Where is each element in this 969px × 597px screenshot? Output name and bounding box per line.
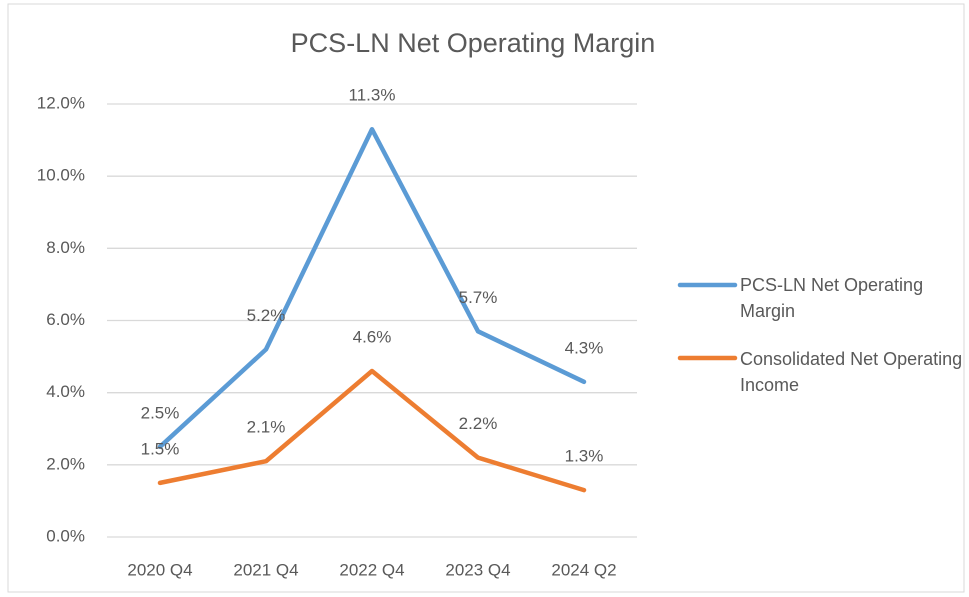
x-tick-label: 2021 Q4 bbox=[233, 560, 298, 579]
chart-title: PCS-LN Net Operating Margin bbox=[291, 28, 656, 58]
y-tick-label: 12.0% bbox=[37, 93, 85, 112]
data-label: 4.3% bbox=[565, 338, 604, 357]
data-label: 5.2% bbox=[247, 306, 286, 325]
data-label: 2.1% bbox=[247, 418, 286, 437]
legend-label: Consolidated Net Operating Income bbox=[740, 349, 963, 395]
data-label: 2.2% bbox=[459, 414, 498, 433]
y-tick-label: 0.0% bbox=[46, 526, 85, 545]
data-label: 11.3% bbox=[349, 86, 396, 105]
data-label: 4.6% bbox=[353, 328, 392, 347]
y-tick-label: 4.0% bbox=[46, 382, 85, 401]
data-label: 1.5% bbox=[141, 439, 180, 458]
data-label: 2.5% bbox=[141, 403, 180, 422]
legend-label: PCS-LN Net Operating Margin bbox=[740, 275, 924, 321]
y-tick-label: 2.0% bbox=[46, 454, 85, 473]
chart-border bbox=[7, 3, 965, 593]
y-tick-label: 6.0% bbox=[46, 310, 85, 329]
series-line bbox=[157, 368, 587, 493]
series-line bbox=[157, 127, 587, 450]
y-tick-label: 10.0% bbox=[37, 166, 85, 185]
x-tick-label: 2022 Q4 bbox=[339, 560, 404, 579]
x-tick-label: 2020 Q4 bbox=[127, 560, 192, 579]
data-label: 5.7% bbox=[459, 288, 498, 307]
y-tick-label: 8.0% bbox=[46, 238, 85, 257]
data-label: 1.3% bbox=[565, 447, 604, 466]
x-tick-label: 2024 Q2 bbox=[551, 560, 616, 579]
x-tick-label: 2023 Q4 bbox=[445, 560, 510, 579]
